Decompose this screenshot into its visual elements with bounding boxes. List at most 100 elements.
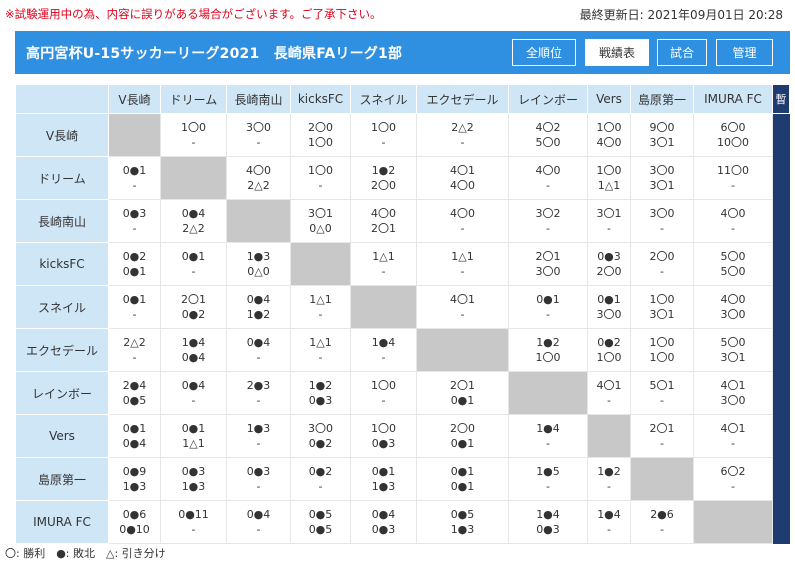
result-cell: 2〇1 0●2: [160, 285, 227, 329]
result-cell: 0●4 2△2: [160, 199, 227, 243]
trial-notice: ※試験運用中の為、内容に誤りがある場合がございます。ご了承下さい。: [5, 7, 382, 21]
first-leg-score: 1〇0: [181, 121, 206, 134]
second-leg-score: -: [731, 480, 735, 493]
column-header-extra: 暫: [772, 84, 790, 114]
result-cell: 4〇0 -: [693, 199, 773, 243]
second-leg-score: -: [460, 265, 465, 278]
result-cell: 2●3 -: [226, 371, 291, 415]
second-leg-score: 2△2: [182, 222, 205, 235]
first-leg-score: 6〇0: [720, 121, 746, 134]
second-leg-score: 2〇0: [371, 179, 396, 192]
result-cell: 2△2 -: [108, 328, 161, 372]
first-leg-score: 11〇0: [717, 164, 749, 177]
first-leg-score: 9〇0: [649, 121, 675, 134]
second-leg-score: 1〇0: [649, 351, 675, 364]
result-cell: 4〇0 2△2: [226, 156, 291, 200]
table-row: 長崎南山 0●3-0●4 2△2 3〇1 0△0 4〇0 2〇1 4〇0-3〇2-3〇1-3〇…: [15, 199, 790, 243]
self-match-cell: [290, 242, 351, 286]
extra-column-cell: [772, 285, 790, 329]
second-leg-score: -: [132, 222, 137, 235]
result-cell: 1●3 -: [226, 414, 291, 458]
first-leg-score: 2△2: [451, 121, 474, 134]
second-leg-score: 3〇0: [535, 265, 561, 278]
result-cell: 1〇0 3〇1: [630, 285, 694, 329]
result-cell: 0●1 1△1: [160, 414, 227, 458]
result-legend: 〇: 勝利 ●: 敗北 △: 引き分け: [5, 547, 166, 560]
extra-column-cell: [772, 414, 790, 458]
nav-matches-button[interactable]: 試合: [657, 39, 707, 66]
first-leg-score: 1〇0: [308, 164, 333, 177]
first-leg-score: 2●6: [650, 508, 674, 521]
first-leg-score: 0●5: [308, 508, 333, 521]
first-leg-score: 0●6: [122, 508, 147, 521]
first-leg-score: 1△1: [309, 336, 332, 349]
result-cell: 6〇2 -: [693, 457, 773, 501]
result-cell: 0●1 3〇0: [587, 285, 631, 329]
result-cell: 3〇2 -: [508, 199, 588, 243]
result-cell: 0●1 1●3: [350, 457, 417, 501]
result-cell: 3〇0 -: [630, 199, 694, 243]
result-cell: 1●2 -: [587, 457, 631, 501]
second-leg-score: 1●2: [246, 308, 271, 321]
second-leg-score: -: [660, 523, 664, 536]
first-leg-score: 1△1: [451, 250, 474, 263]
second-leg-score: -: [731, 179, 735, 192]
self-match-cell: [693, 500, 773, 544]
self-match-cell: [350, 285, 417, 329]
row-header-team: V長崎: [15, 113, 109, 157]
second-leg-score: 0△0: [247, 265, 270, 278]
first-leg-score: 1〇0: [371, 121, 396, 134]
self-match-cell: [630, 457, 694, 501]
result-cell: 0●4 -: [226, 328, 291, 372]
second-leg-score: 3〇1: [720, 351, 746, 364]
result-cell: 1△1 -: [416, 242, 509, 286]
second-leg-score: -: [256, 351, 261, 364]
result-cell: 5〇1 -: [630, 371, 694, 415]
result-cell: 0●4 0●3: [350, 500, 417, 544]
result-cell: 0●6 0●10: [108, 500, 161, 544]
row-header-team: Vers: [15, 414, 109, 458]
first-leg-score: 3〇1: [596, 207, 622, 220]
second-leg-score: 0●3: [371, 437, 396, 450]
second-leg-score: -: [546, 480, 550, 493]
row-header-team: ドリーム: [15, 156, 109, 200]
column-header-team: レインボー: [508, 84, 588, 114]
first-leg-score: 3〇2: [535, 207, 561, 220]
extra-column-cell: [772, 113, 790, 157]
first-leg-score: 1●2: [308, 379, 333, 392]
result-cell: 2△2 -: [416, 113, 509, 157]
first-leg-score: 0●11: [178, 508, 209, 521]
extra-column-cell: [772, 371, 790, 415]
result-cell: 0●4 1●2: [226, 285, 291, 329]
result-cell: 1●4 -: [350, 328, 417, 372]
second-leg-score: -: [132, 179, 137, 192]
result-cell: 1〇0 -: [350, 113, 417, 157]
first-leg-score: 4〇0: [720, 293, 746, 306]
first-leg-score: 0●1: [122, 164, 147, 177]
second-leg-score: -: [607, 523, 611, 536]
first-leg-score: 1●4: [181, 336, 206, 349]
result-cell: 0●1 0●1: [416, 457, 509, 501]
first-leg-score: 2〇0: [450, 422, 475, 435]
first-leg-score: 0●3: [181, 465, 206, 478]
second-leg-score: 1●3: [122, 480, 147, 493]
first-leg-score: 2〇1: [535, 250, 561, 263]
second-leg-score: -: [607, 394, 611, 407]
nav-admin-button[interactable]: 管理: [716, 39, 773, 66]
first-leg-score: 0●1: [181, 422, 206, 435]
row-header-team: IMURA FC: [15, 500, 109, 544]
nav-results-table-button[interactable]: 戦績表: [585, 39, 649, 66]
header-row: V長崎 ドリーム 長崎南山 kicksFC スネイル エクセデール レインボー Vers 島原第…: [15, 84, 790, 114]
result-cell: 1●3 0△0: [226, 242, 291, 286]
row-header-team: レインボー: [15, 371, 109, 415]
column-header-team: 島原第一: [630, 84, 694, 114]
first-leg-score: 4〇0: [246, 164, 271, 177]
result-cell: 0●5 1●3: [416, 500, 509, 544]
nav-standings-button[interactable]: 全順位: [512, 39, 576, 66]
first-leg-score: 0●9: [122, 465, 147, 478]
second-leg-score: -: [546, 222, 550, 235]
first-leg-score: 3〇1: [308, 207, 333, 220]
result-cell: 4〇1 4〇0: [416, 156, 509, 200]
result-cell: 5〇0 5〇0: [693, 242, 773, 286]
second-leg-score: 0●4: [122, 437, 147, 450]
